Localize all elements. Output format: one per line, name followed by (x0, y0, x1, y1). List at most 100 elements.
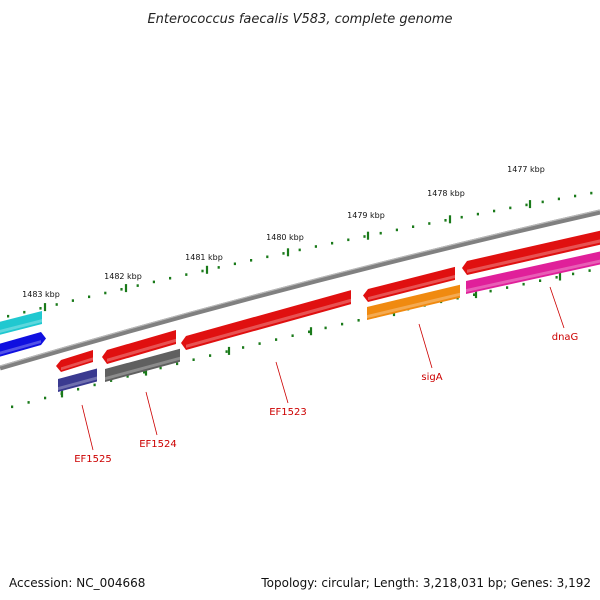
ruler-minor-tick (93, 383, 96, 387)
ruler-major-tick (558, 272, 562, 281)
ruler-major-tick (205, 265, 209, 274)
ruler-minor-tick (357, 319, 360, 322)
ruler-minor-tick (590, 191, 593, 195)
feature-red-1 (56, 350, 93, 372)
ruler-minor-tick (71, 299, 74, 302)
gene-label-siga: sigA (418, 323, 443, 383)
ruler-minor-tick (110, 379, 113, 382)
ruler-minor-tick (201, 269, 204, 273)
gene-label-ef1524: EF1524 (139, 391, 177, 450)
ruler-minor-tick (242, 346, 245, 349)
ruler-minor-tick (169, 276, 172, 280)
feature-red-3 (181, 290, 351, 350)
ruler-minor-tick (588, 269, 591, 272)
ruler-minor-tick (489, 289, 492, 293)
gene-callouts: EF1525 EF1524 EF1523 sigA dnaG (74, 286, 579, 465)
svg-text:EF1525: EF1525 (74, 454, 112, 465)
ruler-minor-tick (522, 282, 525, 286)
genome-backbone (0, 209, 600, 371)
ruler-minor-tick (39, 307, 42, 310)
ruler-minor-tick (525, 203, 528, 207)
ruler-minor-tick (324, 326, 327, 330)
ruler-minor-tick (493, 209, 496, 213)
ruler-minor-tick (176, 362, 179, 366)
ruler-major-tick (60, 389, 64, 398)
ruler-minor-tick (258, 342, 261, 345)
ruler-minor-tick (555, 276, 558, 279)
ruler-minor-tick (363, 235, 366, 238)
ruler-minor-tick (308, 330, 311, 334)
ruler-minor-tick (444, 219, 447, 222)
ruler-minor-tick (574, 194, 577, 198)
ruler-minor-tick (347, 238, 350, 242)
svg-text:dnaG: dnaG (552, 332, 579, 343)
feature-red-4 (363, 266, 455, 302)
ruler-label: 1480 kbp (266, 233, 304, 242)
ruler-minor-tick (509, 206, 512, 210)
gene-label-dnag: dnaG (549, 286, 579, 343)
ruler-label: 1482 kbp (104, 272, 142, 281)
ruler-label: 1477 kbp (507, 165, 545, 174)
ruler-minor-tick (291, 334, 294, 337)
ruler-minor-tick (27, 401, 30, 404)
ruler-minor-tick (314, 245, 317, 248)
ruler-minor-tick (104, 291, 107, 295)
ruler-minor-tick (126, 375, 129, 378)
ruler-major-tick (286, 248, 290, 257)
map-title: Enterococcus faecalis V583, complete gen… (147, 12, 452, 27)
ruler-minor-tick (44, 396, 47, 400)
ruler-minor-tick (428, 222, 431, 225)
feature-navy (58, 368, 97, 392)
topology-text: Topology: circular; Length: 3,218,031 bp… (260, 576, 591, 590)
svg-text:EF1523: EF1523 (269, 407, 307, 418)
ruler-minor-tick (152, 280, 155, 284)
feature-orange (367, 284, 460, 320)
ruler-minor-tick (412, 225, 415, 228)
ruler-minor-tick (55, 303, 58, 306)
svg-text:sigA: sigA (421, 372, 442, 383)
ruler-minor-tick (473, 293, 476, 296)
ruler-minor-tick (250, 259, 253, 262)
ruler-minor-tick (460, 215, 463, 219)
ruler-minor-tick (120, 288, 123, 291)
ruler-minor-tick (185, 273, 188, 276)
ruler-label: 1479 kbp (347, 211, 385, 220)
ruler-minor-tick (143, 370, 146, 374)
ruler-minor-tick (136, 284, 139, 287)
ruler-minor-tick (192, 358, 195, 361)
ruler-minor-tick (159, 366, 162, 370)
ruler-minor-tick (275, 338, 278, 341)
ruler-minor-tick (233, 262, 236, 266)
ruler-major-tick (124, 284, 128, 293)
ruler-major-tick (309, 327, 313, 336)
genome-backbone-highlight (0, 209, 600, 367)
gene-label-ef1525: EF1525 (74, 404, 112, 465)
feature-red-5 (462, 230, 600, 275)
ruler-label: 1478 kbp (427, 189, 465, 198)
ruler-major-tick (448, 215, 452, 224)
ruler-minor-tick (476, 212, 479, 216)
ruler-minor-tick (225, 350, 228, 353)
ruler-minor-tick (572, 272, 575, 276)
svg-text:EF1524: EF1524 (139, 439, 177, 450)
feature-red-2 (102, 330, 176, 364)
ruler-minor-tick (266, 255, 269, 259)
gene-label-ef1523: EF1523 (269, 361, 307, 418)
accession-text: Accession: NC_004668 (9, 576, 145, 590)
ruler-minor-tick (379, 231, 382, 235)
ruler-label: 1483 kbp (22, 290, 60, 299)
ruler-major-tick (227, 346, 231, 355)
feature-blue (0, 332, 46, 357)
ruler-label: 1481 kbp (185, 253, 223, 262)
ruler-major-tick (474, 290, 478, 299)
ruler-major-tick (528, 200, 532, 209)
ruler-minor-tick (557, 197, 560, 201)
ruler-labels: 1477 kbp 1478 kbp 1479 kbp 1480 kbp 1481 kbp… (22, 165, 545, 299)
ruler-major-tick (144, 367, 148, 376)
feature-cyan (0, 311, 42, 335)
ruler-minor-tick (506, 286, 509, 289)
feature-magenta (466, 251, 600, 294)
ruler-minor-tick (341, 322, 344, 326)
feature-track (0, 230, 600, 392)
